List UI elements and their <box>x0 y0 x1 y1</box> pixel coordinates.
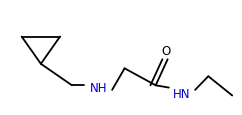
Text: NH: NH <box>90 81 107 94</box>
Text: O: O <box>162 44 171 57</box>
Text: HN: HN <box>173 87 191 100</box>
